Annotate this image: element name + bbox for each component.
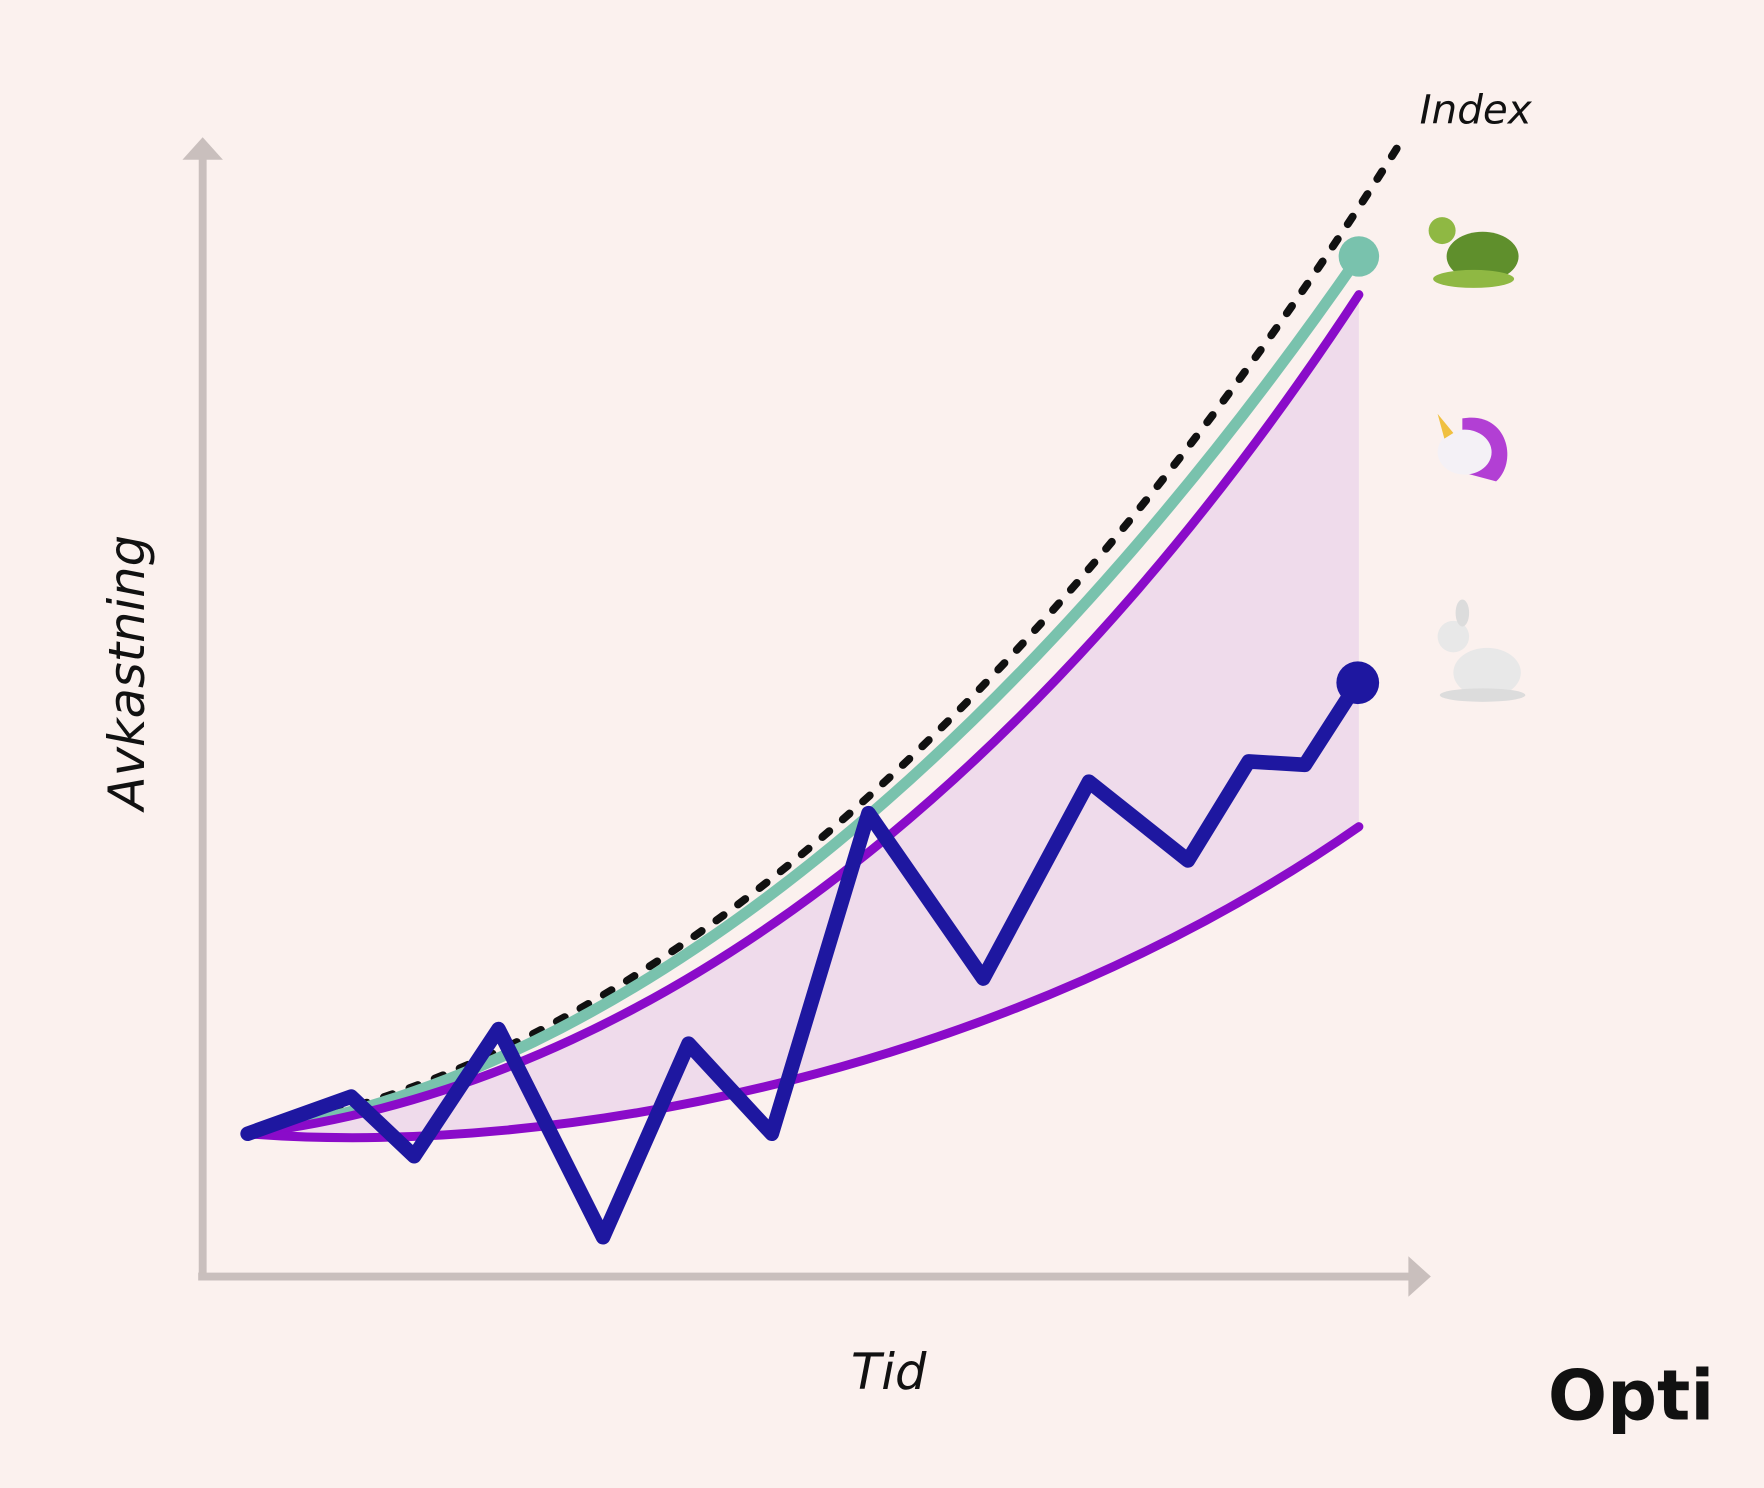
teal-dot (1338, 236, 1380, 277)
x-axis-arrow (1408, 1256, 1431, 1297)
rabbit-icon (1437, 599, 1526, 702)
logo: Opti (1548, 1355, 1714, 1436)
y-axis-label: Avkastning (98, 535, 156, 813)
turtle-icon (1428, 217, 1519, 288)
index-line (249, 133, 1408, 1135)
teal-line (242, 250, 1365, 1140)
range-band (247, 294, 1359, 1138)
unicorn-icon (1437, 413, 1508, 482)
index-label: Index (1420, 86, 1533, 134)
volatile-dot (1336, 661, 1380, 705)
y-axis-arrow (182, 137, 223, 160)
x-axis-label: Tid (851, 1343, 927, 1401)
volatile-line (240, 675, 1366, 1245)
upper-bound (243, 290, 1364, 1139)
